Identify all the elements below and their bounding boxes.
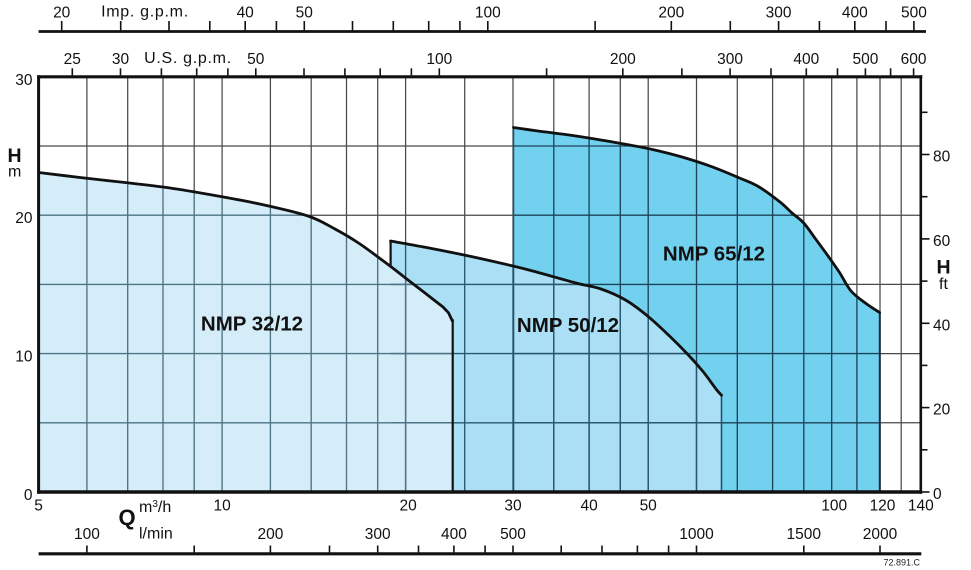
svg-text:300: 300 — [365, 526, 391, 543]
svg-text:Imp. g.p.m.: Imp. g.p.m. — [101, 4, 189, 21]
svg-text:200: 200 — [610, 51, 636, 68]
svg-text:30: 30 — [15, 72, 33, 89]
svg-text:2000: 2000 — [863, 526, 898, 543]
svg-text:20: 20 — [15, 210, 33, 227]
svg-text:120: 120 — [870, 498, 896, 515]
svg-text:20: 20 — [399, 498, 417, 515]
svg-text:0: 0 — [933, 486, 942, 503]
svg-text:50: 50 — [247, 51, 265, 68]
svg-text:100: 100 — [74, 526, 100, 543]
svg-text:40: 40 — [237, 5, 255, 22]
svg-text:U.S. g.p.m.: U.S. g.p.m. — [144, 50, 232, 67]
svg-text:20: 20 — [933, 402, 951, 419]
svg-text:50: 50 — [640, 498, 658, 515]
svg-text:500: 500 — [500, 526, 526, 543]
svg-text:l/min: l/min — [139, 526, 173, 543]
svg-text:NMP 32/12: NMP 32/12 — [201, 313, 303, 336]
svg-text:600: 600 — [901, 51, 927, 68]
svg-text:72.891.C: 72.891.C — [883, 558, 920, 568]
svg-text:10: 10 — [213, 498, 231, 515]
svg-text:NMP 65/12: NMP 65/12 — [663, 243, 765, 266]
svg-text:5: 5 — [34, 498, 43, 515]
svg-text:H: H — [937, 257, 951, 279]
svg-text:NMP 50/12: NMP 50/12 — [517, 314, 619, 337]
svg-text:140: 140 — [908, 498, 934, 515]
svg-text:500: 500 — [901, 5, 927, 22]
svg-text:200: 200 — [658, 5, 684, 22]
svg-text:40: 40 — [580, 498, 598, 515]
svg-text:20: 20 — [53, 5, 71, 22]
svg-text:40: 40 — [933, 317, 951, 334]
svg-text:100: 100 — [475, 5, 501, 22]
svg-text:Q: Q — [119, 505, 136, 530]
svg-text:50: 50 — [296, 5, 314, 22]
svg-text:400: 400 — [793, 51, 819, 68]
svg-text:25: 25 — [64, 51, 81, 68]
svg-text:100: 100 — [426, 51, 452, 68]
svg-text:30: 30 — [504, 498, 522, 515]
svg-text:300: 300 — [766, 5, 792, 22]
svg-text:H: H — [8, 145, 22, 167]
svg-text:m3/h: m3/h — [139, 499, 171, 516]
svg-text:300: 300 — [717, 51, 743, 68]
svg-text:1500: 1500 — [787, 526, 822, 543]
svg-text:60: 60 — [933, 233, 951, 250]
svg-text:ft: ft — [939, 276, 948, 293]
svg-text:m: m — [8, 164, 21, 181]
svg-text:100: 100 — [821, 498, 847, 515]
svg-text:200: 200 — [257, 526, 283, 543]
svg-text:0: 0 — [24, 487, 33, 504]
svg-text:400: 400 — [441, 526, 467, 543]
svg-text:10: 10 — [15, 349, 33, 366]
svg-text:1000: 1000 — [679, 526, 714, 543]
svg-text:30: 30 — [112, 51, 130, 68]
svg-text:400: 400 — [842, 5, 868, 22]
svg-text:80: 80 — [933, 149, 951, 166]
svg-text:500: 500 — [852, 51, 878, 68]
